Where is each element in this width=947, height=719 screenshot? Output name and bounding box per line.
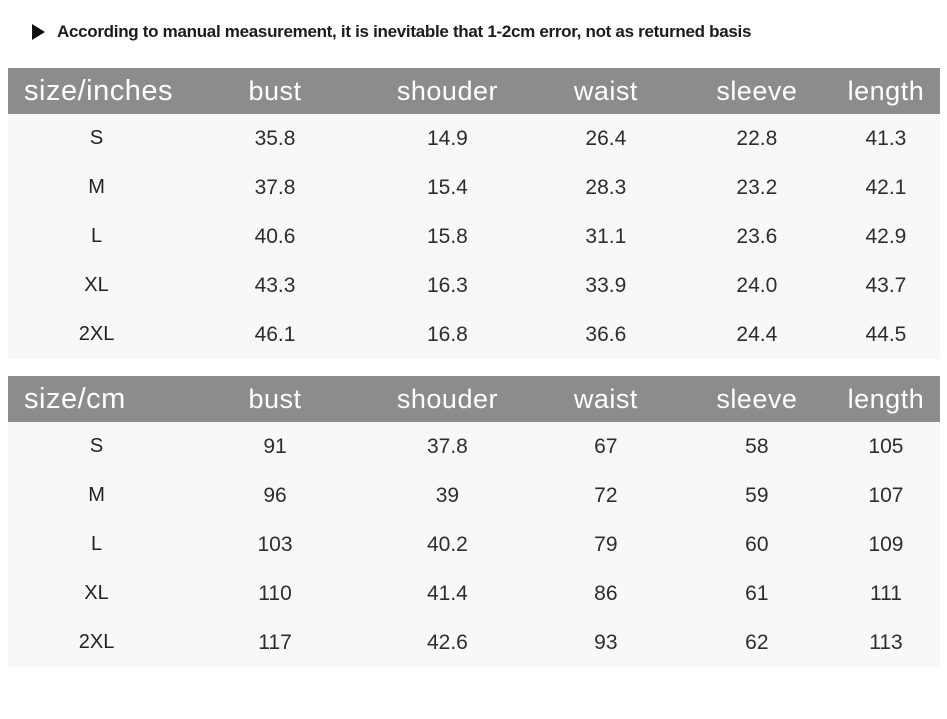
value-cell: 23.6: [681, 212, 832, 261]
value-cell: 41.4: [364, 569, 530, 618]
value-cell: 37.8: [185, 163, 365, 212]
col-header-shouder: shouder: [364, 68, 530, 114]
value-cell: 105: [831, 422, 940, 471]
value-cell: 14.9: [364, 114, 530, 163]
col-header-bust: bust: [185, 376, 365, 422]
value-cell: 60: [681, 520, 832, 569]
size-cell: XL: [8, 569, 186, 618]
value-cell: 16.3: [364, 261, 530, 310]
value-cell: 40.6: [185, 212, 365, 261]
value-cell: 111: [831, 569, 940, 618]
value-cell: 86: [529, 569, 682, 618]
value-cell: 67: [529, 422, 682, 471]
value-cell: 16.8: [364, 310, 530, 359]
value-cell: 42.1: [831, 163, 940, 212]
col-header-sleeve: sleeve: [681, 376, 832, 422]
size-cell: S: [8, 422, 186, 471]
value-cell: 117: [185, 618, 365, 667]
table-body-cm: S 91 37.8 67 58 105 M 96 39 72 59 107 L 103 40.2 79 60 10…: [8, 422, 940, 667]
value-cell: 93: [529, 618, 682, 667]
value-cell: 15.4: [364, 163, 530, 212]
value-cell: 59: [681, 471, 832, 520]
value-cell: 36.6: [529, 310, 682, 359]
value-cell: 44.5: [831, 310, 940, 359]
table-row: 2XL 117 42.6 93 62 113: [8, 618, 940, 667]
col-header-length: length: [831, 68, 940, 114]
header-row: size/inches bust shouder waist sleeve le…: [8, 68, 940, 114]
col-header-shouder: shouder: [364, 376, 530, 422]
value-cell: 42.9: [831, 212, 940, 261]
table-row: 2XL 46.1 16.8 36.6 24.4 44.5: [8, 310, 940, 359]
measurement-note: According to manual measurement, it is i…: [32, 20, 947, 44]
size-cell: 2XL: [8, 310, 186, 359]
size-cell: 2XL: [8, 618, 186, 667]
value-cell: 43.3: [185, 261, 365, 310]
value-cell: 42.6: [364, 618, 530, 667]
size-inches-table: size/inches bust shouder waist sleeve le…: [8, 68, 940, 359]
value-cell: 79: [529, 520, 682, 569]
value-cell: 40.2: [364, 520, 530, 569]
value-cell: 46.1: [185, 310, 365, 359]
size-cell: M: [8, 471, 186, 520]
value-cell: 23.2: [681, 163, 832, 212]
value-cell: 24.0: [681, 261, 832, 310]
value-cell: 58: [681, 422, 832, 471]
size-cell: S: [8, 114, 186, 163]
play-arrow-icon: [32, 24, 45, 40]
value-cell: 22.8: [681, 114, 832, 163]
value-cell: 62: [681, 618, 832, 667]
header-row: size/cm bust shouder waist sleeve length: [8, 376, 940, 422]
col-header-sleeve: sleeve: [681, 68, 832, 114]
size-table-cm: size/cm bust shouder waist sleeve length…: [8, 376, 940, 667]
unit-label-inches: size/inches: [8, 68, 186, 114]
table-row: S 35.8 14.9 26.4 22.8 41.3: [8, 114, 940, 163]
value-cell: 39: [364, 471, 530, 520]
table-row: M 37.8 15.4 28.3 23.2 42.1: [8, 163, 940, 212]
size-cell: L: [8, 520, 186, 569]
table-row: L 103 40.2 79 60 109: [8, 520, 940, 569]
value-cell: 41.3: [831, 114, 940, 163]
value-cell: 110: [185, 569, 365, 618]
value-cell: 61: [681, 569, 832, 618]
size-table-inches: size/inches bust shouder waist sleeve le…: [8, 68, 940, 359]
size-cell: L: [8, 212, 186, 261]
measurement-note-text: According to manual measurement, it is i…: [57, 22, 752, 41]
table-row: M 96 39 72 59 107: [8, 471, 940, 520]
table-row: XL 43.3 16.3 33.9 24.0 43.7: [8, 261, 940, 310]
value-cell: 31.1: [529, 212, 682, 261]
size-cell: XL: [8, 261, 186, 310]
table-row: XL 110 41.4 86 61 111: [8, 569, 940, 618]
table-row: S 91 37.8 67 58 105: [8, 422, 940, 471]
table-row: L 40.6 15.8 31.1 23.6 42.9: [8, 212, 940, 261]
col-header-bust: bust: [185, 68, 365, 114]
value-cell: 26.4: [529, 114, 682, 163]
value-cell: 15.8: [364, 212, 530, 261]
value-cell: 113: [831, 618, 940, 667]
col-header-waist: waist: [529, 376, 682, 422]
col-header-length: length: [831, 376, 940, 422]
value-cell: 37.8: [364, 422, 530, 471]
value-cell: 43.7: [831, 261, 940, 310]
size-cm-table: size/cm bust shouder waist sleeve length…: [8, 376, 940, 667]
col-header-waist: waist: [529, 68, 682, 114]
value-cell: 107: [831, 471, 940, 520]
value-cell: 24.4: [681, 310, 832, 359]
size-cell: M: [8, 163, 186, 212]
value-cell: 33.9: [529, 261, 682, 310]
unit-label-cm: size/cm: [8, 376, 186, 422]
table-body-inches: S 35.8 14.9 26.4 22.8 41.3 M 37.8 15.4 28.3 23.2 42…: [8, 114, 940, 359]
value-cell: 28.3: [529, 163, 682, 212]
value-cell: 109: [831, 520, 940, 569]
value-cell: 72: [529, 471, 682, 520]
value-cell: 103: [185, 520, 365, 569]
value-cell: 96: [185, 471, 365, 520]
value-cell: 91: [185, 422, 365, 471]
value-cell: 35.8: [185, 114, 365, 163]
